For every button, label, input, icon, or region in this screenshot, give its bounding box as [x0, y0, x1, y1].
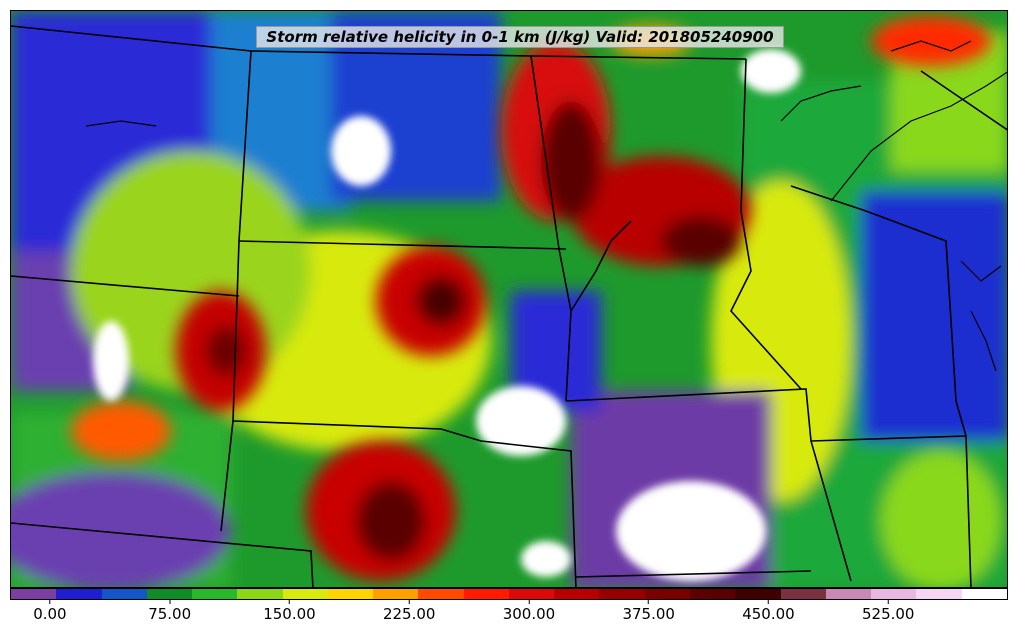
colorbar-swatch — [644, 589, 690, 599]
colorbar-swatch — [192, 589, 238, 599]
colorbar-ticks: 0.00 75.00 150.00 225.00 300.00 375.00 450.00 5… — [10, 600, 1008, 630]
colorbar-swatch — [735, 589, 781, 599]
colorbar-tick-label: 75.00 — [148, 600, 191, 623]
colorbar-swatch — [508, 589, 555, 599]
colorbar-tick-label: 450.00 — [742, 600, 795, 623]
colorbar-swatch — [11, 589, 57, 599]
colorbar-swatch — [101, 589, 147, 599]
colorbar-swatch — [373, 589, 419, 599]
helicity-map-canvas — [11, 11, 1007, 587]
colorbar-swatch — [825, 589, 872, 599]
colorbar-swatch — [871, 589, 917, 599]
colorbar-tick-label: 525.00 — [862, 600, 915, 623]
colorbar-swatch — [916, 589, 962, 599]
colorbar-swatch — [327, 589, 374, 599]
colorbar-swatch — [599, 589, 645, 599]
helicity-map: Storm relative helicity in 0-1 km (J/kg)… — [10, 10, 1008, 588]
colorbar — [10, 588, 1008, 600]
colorbar-swatch — [237, 589, 283, 599]
colorbar-swatch — [418, 589, 464, 599]
colorbar-tick-label: 225.00 — [383, 600, 436, 623]
helicity-high-regions — [93, 49, 801, 581]
colorbar-tick-label: 300.00 — [503, 600, 556, 623]
great-lakes — [85, 40, 1007, 372]
colorbar-tick-label: 150.00 — [263, 600, 316, 623]
colorbar-swatch — [689, 589, 736, 599]
colorbar-swatch — [961, 589, 1007, 599]
colorbar-tick-label: 375.00 — [622, 600, 675, 623]
colorbar-swatch — [554, 589, 600, 599]
colorbar-swatch — [780, 589, 826, 599]
state-borders — [11, 25, 1007, 587]
colorbar-swatch — [56, 589, 102, 599]
colorbar-swatch — [282, 589, 328, 599]
colorbar-swatch — [146, 589, 193, 599]
helicity-maxima — [71, 16, 991, 581]
map-title: Storm relative helicity in 0-1 km (J/kg)… — [256, 26, 784, 48]
colorbar-tick-label: 0.00 — [33, 600, 66, 623]
colorbar-swatch — [463, 589, 509, 599]
